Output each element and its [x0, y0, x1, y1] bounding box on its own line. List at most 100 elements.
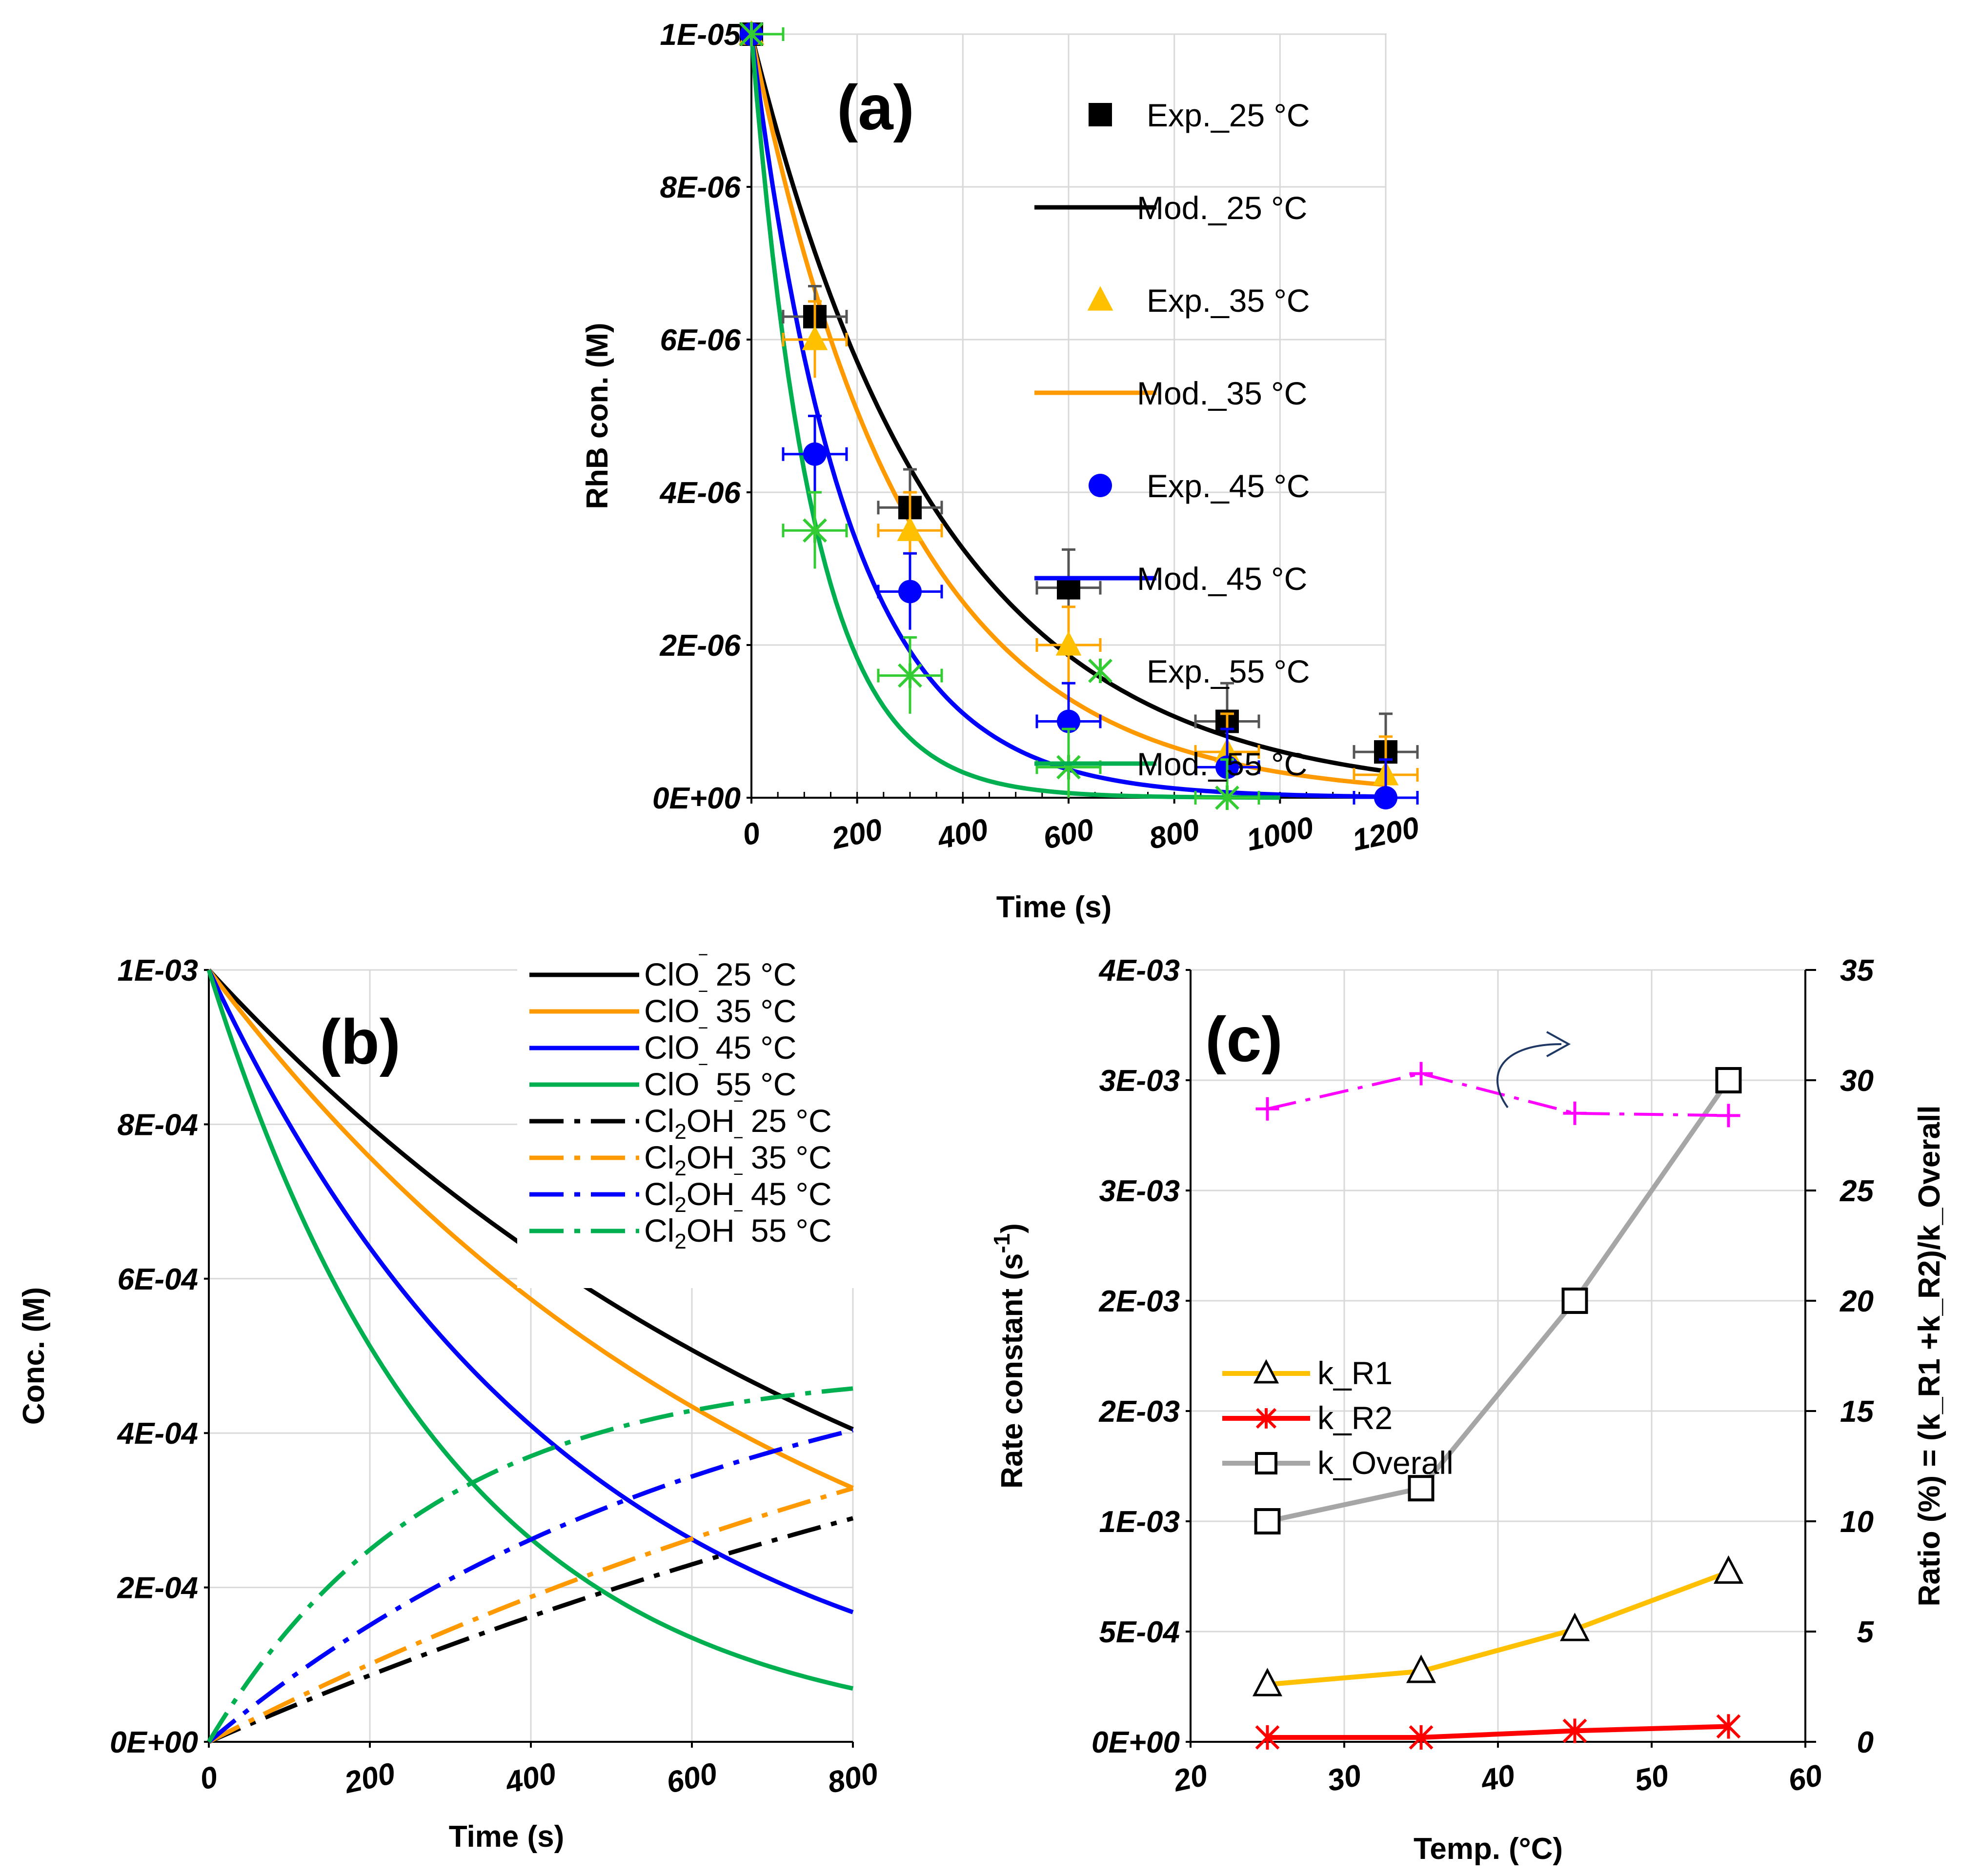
legend-box: [517, 964, 888, 1288]
clo-line: [207, 968, 854, 1490]
legend-temp: 35 °C: [742, 1139, 831, 1175]
legend-label: Cl2OH‾ 35 °C: [644, 1135, 832, 1180]
y2-tick-label: 35: [1840, 954, 1874, 988]
y-tick-label: 8E-04: [118, 1108, 198, 1142]
panel-a-chart: 0E+00 2E-06 4E-06 6E-06 8E-06 1E-05 0 200 400 600…: [581, 18, 1422, 924]
panel-b-chart: 0E+00 2E-04 4E-04 6E-04 8E-04 1E-03 0 200 400 600…: [17, 952, 888, 1854]
y2-tick-label: 25: [1840, 1174, 1874, 1208]
data-point: [1255, 1725, 1280, 1750]
y-tick-label: 4E-04: [117, 1417, 198, 1451]
data-point: [1715, 1067, 1742, 1093]
cl2oh-line: [207, 1428, 854, 1744]
legend-species-tail: OH: [687, 1103, 735, 1139]
x-tick-label: 200: [341, 1756, 398, 1800]
y-tick-label: 1E-03: [118, 954, 198, 988]
legend-species-tail: OH: [687, 1176, 735, 1212]
data-point: [1057, 709, 1080, 733]
y-tick-label: 2E-03: [1099, 1285, 1180, 1318]
legend-temp: 25 °C: [742, 1103, 831, 1139]
annotation-arrowhead: [1546, 1031, 1571, 1057]
y-tick-label: 2E-04: [117, 1572, 198, 1605]
legend-label: Mod._55 °C: [1137, 746, 1307, 782]
legend-label: ClO‾ 45 °C: [644, 1025, 796, 1066]
legend-temp: 45 °C: [742, 1176, 831, 1212]
y-tick-label: 4E-03: [1098, 954, 1180, 988]
y-tick-label: 2E-03: [1099, 1395, 1180, 1429]
y-tick-label: 3E-03: [1099, 1064, 1180, 1098]
x-tick-label: 1200: [1349, 810, 1422, 857]
legend-marker: [1088, 658, 1112, 684]
legend-temp: 25 °C: [707, 956, 796, 992]
x-tick-label: 400: [502, 1756, 559, 1800]
legend-species: ClO: [644, 1066, 700, 1102]
legend-marker: [1087, 286, 1113, 311]
model-line: [749, 34, 1280, 800]
x-tick-label: 1000: [1244, 810, 1316, 857]
x-tick-label: 600: [1040, 812, 1097, 856]
data-point: [1408, 1475, 1435, 1502]
legend-species: Cl: [644, 1212, 674, 1249]
legend-label: Exp._35 °C: [1147, 282, 1310, 319]
legend-label: Mod._45 °C: [1137, 561, 1307, 597]
x-tick-label: 800: [825, 1756, 881, 1800]
legend-label: Exp._25 °C: [1147, 97, 1310, 133]
data-point: [1056, 755, 1081, 780]
y-axis-title: RhB con. (M): [581, 323, 614, 509]
clo-line: [206, 969, 854, 1614]
legend-superscript: ‾: [734, 1171, 743, 1195]
y-tick-label: 1E-03: [1099, 1505, 1180, 1539]
data-point: [1716, 1714, 1741, 1739]
legend-label: k_Overall: [1317, 1445, 1454, 1481]
series-line: [1267, 1724, 1729, 1740]
cl2oh-line: [208, 1516, 854, 1744]
y-tick-label: 6E-04: [118, 1263, 198, 1296]
data-point: [1254, 1508, 1281, 1534]
x-axis-title: Temp. (°C): [1414, 1832, 1563, 1866]
data-point: [802, 325, 828, 350]
cl2oh-line: [207, 1386, 853, 1743]
data-point: [1409, 1062, 1433, 1086]
series-line: [1267, 1570, 1730, 1687]
y-tick-label: 6E-06: [660, 323, 741, 357]
y-tick-label: 0E+00: [652, 782, 741, 815]
data-point: [1561, 1288, 1588, 1314]
legend-label: Exp._45 °C: [1147, 468, 1310, 504]
legend-label: k_R2: [1317, 1400, 1393, 1436]
legend-species: Cl: [644, 1103, 674, 1139]
x-tick-label: 60: [1785, 1758, 1825, 1798]
data-point: [1559, 1613, 1590, 1641]
y-axis-title: Conc. (M): [17, 1287, 51, 1425]
legend-label: Cl2OH‾ 25 °C: [644, 1098, 832, 1144]
legend-species-tail: OH: [687, 1212, 735, 1249]
legend-label: k_R1: [1317, 1355, 1393, 1391]
data-point: [1252, 1668, 1283, 1696]
y-tick-label: 0E+00: [1092, 1726, 1180, 1759]
data-point: [898, 663, 922, 688]
data-point: [1374, 786, 1397, 809]
data-point: [1563, 1101, 1587, 1125]
panel-c-chart: 0E+00 5E-04 1E-03 2E-03 2E-03 3E-03 3E-03 4E-03…: [989, 954, 1946, 1866]
panel-label: (a): [837, 72, 914, 143]
legend-superscript: ‾: [734, 1098, 743, 1122]
series-line: [1267, 1079, 1731, 1524]
data-point: [1055, 631, 1082, 656]
legend-species: ClO: [644, 956, 700, 992]
x-tick-label: 800: [1146, 812, 1203, 856]
legend-superscript: ‾: [734, 1135, 743, 1159]
x-tick-label: 200: [829, 812, 886, 856]
legend-temp: 35 °C: [707, 993, 796, 1029]
data-point: [898, 580, 922, 604]
data-point: [739, 21, 764, 47]
y-tick-label: 2E-06: [660, 629, 741, 663]
series-line: [1267, 1072, 1729, 1117]
legend-superscript: ‾: [699, 1025, 708, 1049]
y2-tick-label: 5: [1857, 1615, 1875, 1649]
legend-subscript: 2: [674, 1120, 686, 1144]
legend-marker: [1089, 103, 1112, 126]
legend-superscript: ‾: [734, 1208, 743, 1232]
y-axis-title-sup: -1: [989, 1233, 1014, 1253]
legend-temp: 55 °C: [742, 1212, 831, 1249]
x-tick-label: 600: [664, 1756, 720, 1800]
legend-species: ClO: [644, 993, 700, 1029]
